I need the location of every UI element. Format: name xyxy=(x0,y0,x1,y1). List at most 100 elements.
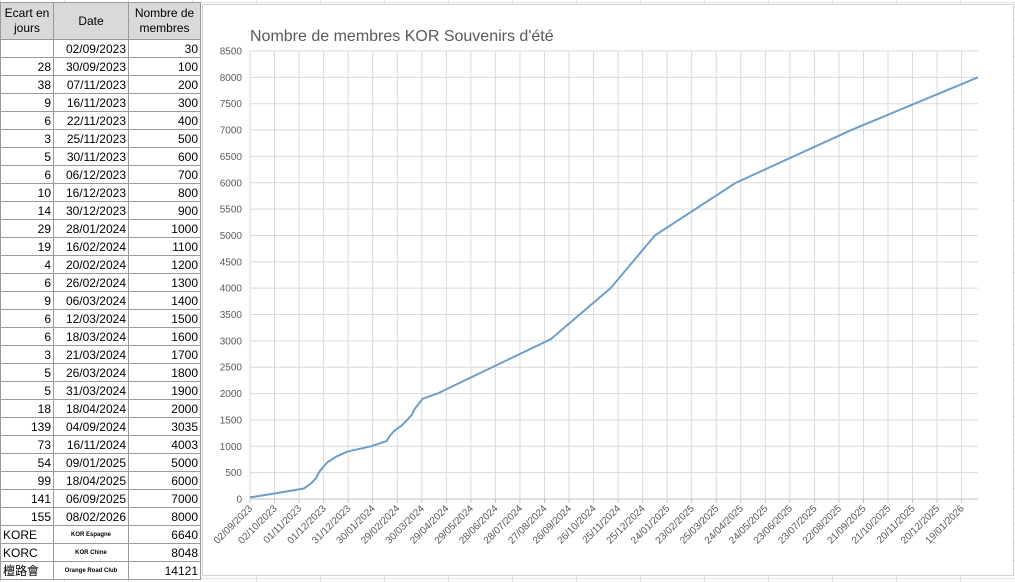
table-cell: 6 xyxy=(0,327,54,346)
header-row: Ecart en jours Date Nombre de membres xyxy=(0,2,201,40)
table-cell: 100 xyxy=(128,57,201,76)
table-cell: 檀路會 xyxy=(0,561,54,580)
table-row: KORC KOR Chine 8048 xyxy=(0,543,201,562)
column-header: Date xyxy=(53,2,129,40)
y-tick-label: 2000 xyxy=(220,389,243,400)
table-cell: KORE xyxy=(0,525,54,544)
table-row: 14 30/12/2023 900 xyxy=(0,201,201,220)
table-cell: 300 xyxy=(128,93,201,112)
table-cell: 8000 xyxy=(128,507,201,526)
table-cell: 02/09/2023 xyxy=(53,39,129,58)
table-row: 9 06/03/2024 1400 xyxy=(0,291,201,310)
table-cell: 3 xyxy=(0,129,54,148)
table-row: 73 16/11/2024 4003 xyxy=(0,435,201,454)
table-cell: 1000 xyxy=(128,219,201,238)
table-row: 3 21/03/2024 1700 xyxy=(0,345,201,364)
table-cell: 16/12/2023 xyxy=(53,183,129,202)
table-cell: 30/12/2023 xyxy=(53,201,129,220)
table-row: 5 26/03/2024 1800 xyxy=(0,363,201,382)
table-row: 19 16/02/2024 1100 xyxy=(0,237,201,256)
table-cell: 26/02/2024 xyxy=(53,273,129,292)
table-cell: 30/11/2023 xyxy=(53,147,129,166)
table-cell: Orange Road Club xyxy=(53,561,129,580)
table-cell: 900 xyxy=(128,201,201,220)
y-tick-label: 5500 xyxy=(220,205,243,216)
y-tick-label: 1500 xyxy=(220,415,243,426)
table-cell: 1100 xyxy=(128,237,201,256)
table-cell: 29 xyxy=(0,219,54,238)
table-cell: 5 xyxy=(0,381,54,400)
table-cell: 1400 xyxy=(128,291,201,310)
table-cell: 73 xyxy=(0,435,54,454)
table-row: 99 18/04/2025 6000 xyxy=(0,471,201,490)
table-cell: 26/03/2024 xyxy=(53,363,129,382)
table-cell: 16/02/2024 xyxy=(53,237,129,256)
table-cell: 700 xyxy=(128,165,201,184)
table-cell: 99 xyxy=(0,471,54,490)
table-cell: 8048 xyxy=(128,543,201,562)
table-cell: KORC xyxy=(0,543,54,562)
y-tick-label: 1000 xyxy=(220,442,243,453)
table-cell: 6 xyxy=(0,111,54,130)
table-cell: 400 xyxy=(128,111,201,130)
y-tick-label: 7500 xyxy=(220,99,243,110)
table-row: 檀路會 Orange Road Club 14121 xyxy=(0,561,201,580)
data-line xyxy=(249,76,979,499)
chart-title: Nombre de membres KOR Souvenirs d'été xyxy=(250,28,554,45)
table-row: 4 20/02/2024 1200 xyxy=(0,255,201,274)
table-cell: 22/11/2023 xyxy=(53,111,129,130)
table-cell: 31/03/2024 xyxy=(53,381,129,400)
table-cell: 5 xyxy=(0,147,54,166)
column-header: Nombre de membres xyxy=(128,2,201,40)
table-cell: 1800 xyxy=(128,363,201,382)
table-body: 02/09/2023 30 28 30/09/2023 100 38 07/11/2023 2… xyxy=(0,39,201,580)
table-cell: 6000 xyxy=(128,471,201,490)
table-row: 5 30/11/2023 600 xyxy=(0,147,201,166)
y-tick-label: 2500 xyxy=(220,363,243,374)
table-cell: 6 xyxy=(0,309,54,328)
y-tick-label: 5000 xyxy=(220,231,243,242)
table-row: 6 22/11/2023 400 xyxy=(0,111,201,130)
table-cell: 5 xyxy=(0,363,54,382)
table-cell: 155 xyxy=(0,507,54,526)
table-row: 5 31/03/2024 1900 xyxy=(0,381,201,400)
table-cell: 600 xyxy=(128,147,201,166)
table-row: 28 30/09/2023 100 xyxy=(0,57,201,76)
table-cell: 200 xyxy=(128,75,201,94)
data-table: Ecart en jours Date Nombre de membres 02/0… xyxy=(0,2,201,580)
table-cell: 16/11/2024 xyxy=(53,435,129,454)
table-cell: 4003 xyxy=(128,435,201,454)
table-cell: 10 xyxy=(0,183,54,202)
table-cell: 18/04/2024 xyxy=(53,399,129,418)
table-cell: 28 xyxy=(0,57,54,76)
y-tick-label: 7000 xyxy=(220,126,243,137)
table-cell: 14121 xyxy=(128,561,201,580)
table-cell: KOR Espagne xyxy=(53,525,129,544)
table-cell: 6640 xyxy=(128,525,201,544)
table-row: 6 26/02/2024 1300 xyxy=(0,273,201,292)
table-row: 54 09/01/2025 5000 xyxy=(0,453,201,472)
table-cell: 1200 xyxy=(128,255,201,274)
table-row: 141 06/09/2025 7000 xyxy=(0,489,201,508)
table-cell: 2000 xyxy=(128,399,201,418)
y-tick-label: 4500 xyxy=(220,257,243,268)
table-cell: 500 xyxy=(128,129,201,148)
table-cell: KOR Chine xyxy=(53,543,129,562)
y-tick-label: 3500 xyxy=(220,310,243,321)
table-cell: 54 xyxy=(0,453,54,472)
table-cell: 3035 xyxy=(128,417,201,436)
table-cell: 800 xyxy=(128,183,201,202)
table-cell: 08/02/2026 xyxy=(53,507,129,526)
y-tick-label: 6000 xyxy=(220,178,243,189)
table-cell: 06/12/2023 xyxy=(53,165,129,184)
table-cell: 38 xyxy=(0,75,54,94)
table-row: 6 06/12/2023 700 xyxy=(0,165,201,184)
y-tick-label: 3000 xyxy=(220,336,243,347)
table-cell: 18 xyxy=(0,399,54,418)
table-cell: 4 xyxy=(0,255,54,274)
table-cell: 07/11/2023 xyxy=(53,75,129,94)
table-cell: 9 xyxy=(0,291,54,310)
table-cell: 3 xyxy=(0,345,54,364)
y-tick-label: 6500 xyxy=(220,152,243,163)
